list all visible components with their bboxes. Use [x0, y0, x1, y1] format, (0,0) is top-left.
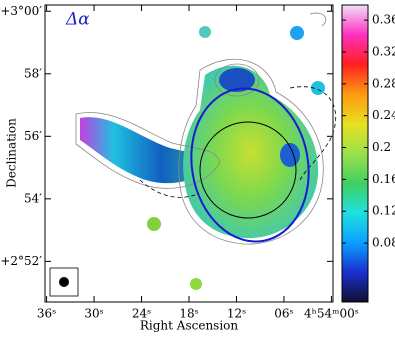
black-circle: [199, 121, 297, 219]
x-tick-label: 36ˢ: [37, 307, 56, 321]
colorbar-tick-label: 0.16: [372, 172, 395, 186]
image-layer: [45, 5, 337, 302]
y-axis-label: Declination: [5, 118, 19, 188]
source-blob: [147, 217, 161, 231]
x-tick-label: 30ˢ: [84, 307, 103, 321]
contours: [75, 12, 327, 245]
y-tick-label: 56′: [24, 129, 42, 143]
source-blob: [190, 278, 202, 290]
x-tick-label: 4ʰ54ᵐ00ˢ: [304, 307, 359, 321]
colorbar-tick-label: 0.28: [372, 76, 395, 90]
colorbar-tick-label: 0.36: [372, 13, 395, 27]
y-tick-label: +3°00′: [0, 4, 42, 18]
annotation: Δα: [65, 10, 90, 30]
colorbar-tick-label: 0.08: [372, 236, 395, 250]
blue-ellipse: [190, 87, 310, 243]
source-blob: [199, 26, 211, 38]
source-blob: [311, 81, 325, 95]
y-tick-label: 54′: [24, 191, 42, 205]
x-axis-label: Right Ascension: [140, 319, 239, 333]
colorbar-tick-label: 0.2: [372, 140, 391, 154]
arm-emission: [80, 117, 215, 184]
x-tick-label: 18ˢ: [179, 307, 198, 321]
colorbar: [341, 4, 369, 303]
x-tick-label: 06ˢ: [274, 307, 293, 321]
y-tick-label: 58′: [24, 66, 42, 80]
colorbar-tick-label: 0.24: [372, 108, 395, 122]
x-tick-label: 24ˢ: [132, 307, 151, 321]
x-tick-label: 12ˢ: [227, 307, 246, 321]
galaxy-blob: [219, 68, 255, 92]
y-tick-label: +2°52′: [0, 254, 42, 268]
colorbar-tick-label: 0.12: [372, 204, 395, 218]
source-blob: [290, 26, 304, 40]
beam: [59, 277, 69, 287]
colorbar-tick-label: 0.32: [372, 44, 395, 58]
